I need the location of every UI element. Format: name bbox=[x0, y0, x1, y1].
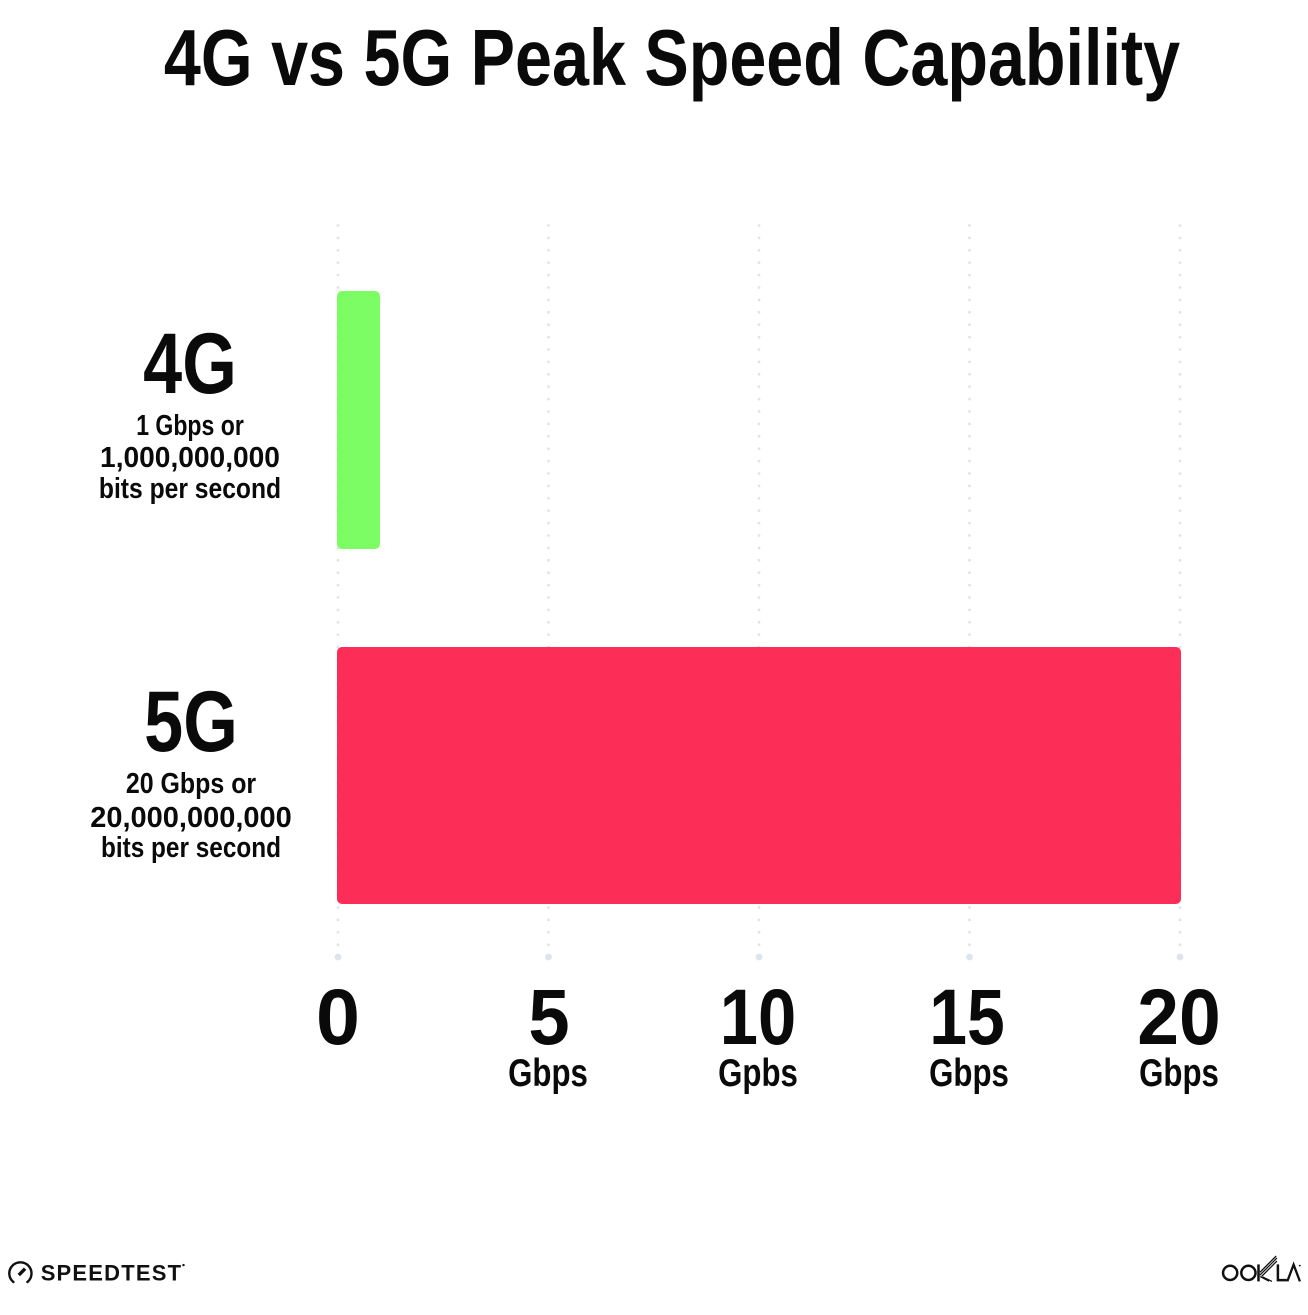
svg-text:SPEEDTEST: SPEEDTEST bbox=[40, 1260, 182, 1285]
